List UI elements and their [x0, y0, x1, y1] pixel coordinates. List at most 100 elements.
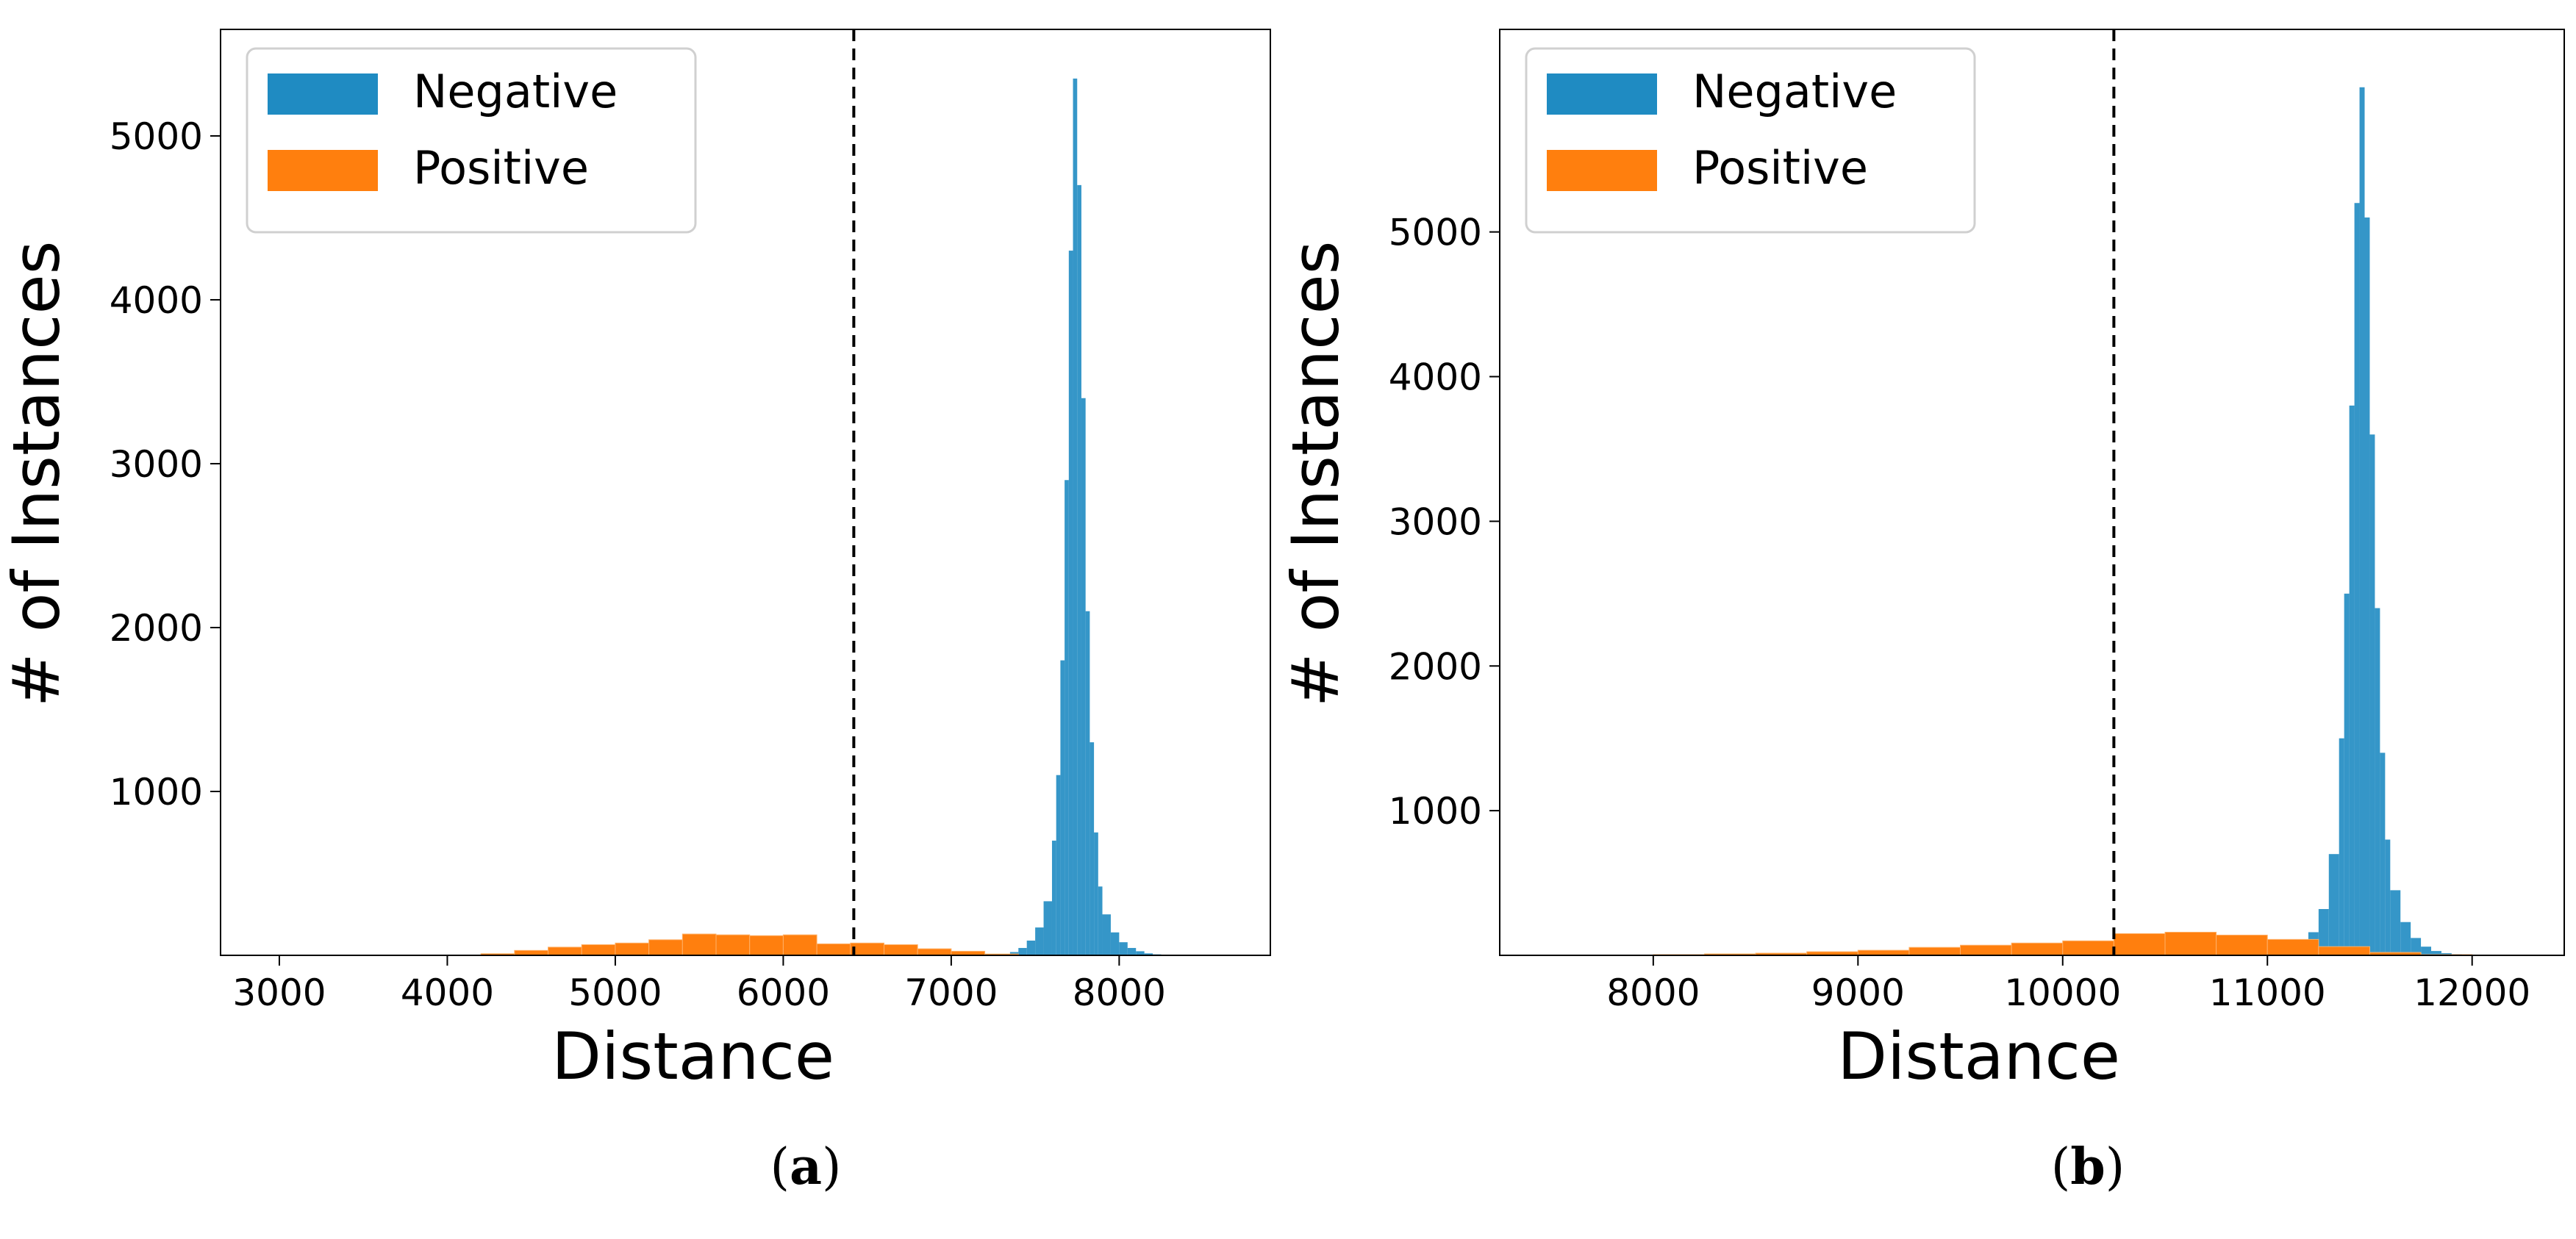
x-tick-label: 10000: [2004, 972, 2121, 1014]
positive-bar: [715, 934, 751, 956]
positive-bar: [816, 943, 851, 956]
positive-bar: [782, 934, 817, 956]
caption-letter-a: a: [789, 1138, 823, 1196]
negative-bar: [2359, 87, 2365, 955]
negative-bar: [2380, 753, 2386, 955]
positive-bar: [615, 942, 650, 956]
negative-bar: [1018, 947, 1027, 955]
legend-label-positive: Positive: [1692, 141, 1868, 195]
negative-bar: [1026, 940, 1036, 955]
x-tick-label: 6000: [737, 972, 830, 1014]
y-tick-label: 3000: [110, 443, 203, 486]
positive-bar: [2062, 940, 2114, 956]
positive-bar: [648, 939, 683, 956]
y-axis-label: # of Instances: [1288, 240, 1353, 707]
positive-bar: [2266, 938, 2319, 956]
caption-b: (b): [2050, 1138, 2125, 1196]
negative-bar: [2390, 890, 2401, 955]
negative-bar: [2328, 854, 2339, 955]
y-tick-label: 5000: [1389, 212, 1482, 254]
negative-bar: [2344, 593, 2350, 955]
negative-bar: [2349, 405, 2355, 955]
y-tick-label: 2000: [1389, 645, 1482, 688]
negative-bar: [1056, 775, 1061, 955]
negative-bar: [1051, 840, 1056, 955]
series-positive: [1653, 932, 2473, 956]
negative-bar: [1077, 184, 1081, 956]
negative-bar: [1102, 914, 1111, 955]
negative-bar: [2400, 922, 2411, 955]
y-tick-label: 1000: [1389, 790, 1482, 833]
negative-bar: [2339, 738, 2344, 955]
negative-bar: [1110, 932, 1120, 955]
y-tick-label: 4000: [1389, 356, 1482, 399]
negative-bar: [1144, 953, 1153, 955]
positive-bar: [2113, 933, 2166, 956]
positive-bar: [581, 944, 616, 956]
legend-swatch-positive: [1547, 150, 1657, 191]
positive-bar: [548, 947, 582, 956]
positive-bar: [917, 948, 952, 956]
x-tick-label: 8000: [1073, 972, 1166, 1014]
negative-bar: [1073, 78, 1078, 955]
negative-bar: [1035, 927, 1044, 955]
legend-label-negative: Negative: [413, 65, 618, 118]
negative-bar: [1090, 742, 1095, 955]
chart-panel-b: 8000 9000 10000 11000 12000 1000 2000 3000 4000 5…: [1288, 0, 2576, 1239]
x-tick-label: 9000: [1811, 972, 1905, 1014]
legend-label-negative: Negative: [1692, 65, 1897, 118]
negative-bar: [2364, 217, 2370, 955]
negative-bar: [1119, 942, 1128, 955]
positive-bar: [1908, 947, 1961, 956]
y-tick-label: 5000: [110, 115, 203, 158]
positive-bar: [2011, 942, 2064, 956]
negative-bar: [2354, 203, 2360, 955]
positive-bar: [1857, 949, 1910, 956]
x-tick-label: 4000: [401, 972, 494, 1014]
series-negative: [2278, 87, 2472, 955]
legend-swatch-positive: [268, 150, 378, 191]
caption-a: (a): [770, 1138, 842, 1196]
histogram-chart-a: 3000 4000 5000 6000 7000 8000 1000 2000 3000 4000…: [0, 29, 1271, 1094]
negative-bar: [1043, 901, 1052, 955]
negative-bar: [1065, 480, 1069, 955]
x-tick-label: 12000: [2414, 972, 2530, 1014]
axes-frame: [220, 29, 1271, 956]
legend-swatch-negative: [1547, 73, 1657, 115]
positive-bar: [2164, 932, 2217, 956]
chart-panel-a: 3000 4000 5000 6000 7000 8000 1000 2000 3000 4000…: [0, 29, 1271, 1094]
positive-bar: [850, 942, 884, 956]
x-axis-label: Distance: [551, 1019, 834, 1094]
histogram-chart-b: 8000 9000 10000 11000 12000 1000 2000 3000 4000 5…: [1288, 29, 2565, 1094]
positive-bar: [514, 949, 549, 956]
negative-bar: [2421, 947, 2431, 955]
legend: Negative Positive: [1525, 47, 1976, 234]
axes-frame: [1499, 29, 2565, 956]
negative-bar: [2431, 951, 2441, 955]
negative-bar: [2369, 434, 2375, 955]
negative-bar: [1085, 611, 1090, 955]
legend: Negative Positive: [246, 47, 697, 234]
x-tick-label: 5000: [568, 972, 662, 1014]
legend-label-positive: Positive: [413, 141, 589, 195]
x-tick-label: 7000: [904, 972, 998, 1014]
positive-bar: [2318, 946, 2370, 956]
x-tick-label: 8000: [1606, 972, 1700, 1014]
negative-bar: [2318, 909, 2329, 955]
y-tick-label: 1000: [110, 771, 203, 814]
x-tick-label: 11000: [2209, 972, 2326, 1014]
negative-bar: [1060, 660, 1065, 955]
negative-bar: [1136, 951, 1145, 955]
negative-bar: [2385, 839, 2391, 955]
x-axis-label: Distance: [1837, 1019, 2120, 1094]
negative-bar: [1081, 398, 1086, 955]
series-negative: [1001, 78, 1170, 956]
y-tick-label: 2000: [110, 607, 203, 650]
caption-letter-b: b: [2070, 1138, 2105, 1196]
y-tick-label: 3000: [1389, 500, 1482, 543]
positive-bar: [2216, 934, 2268, 956]
negative-bar: [1127, 947, 1137, 955]
negative-bar: [1094, 832, 1098, 955]
series-positive: [480, 933, 1019, 956]
positive-bar: [883, 944, 918, 956]
